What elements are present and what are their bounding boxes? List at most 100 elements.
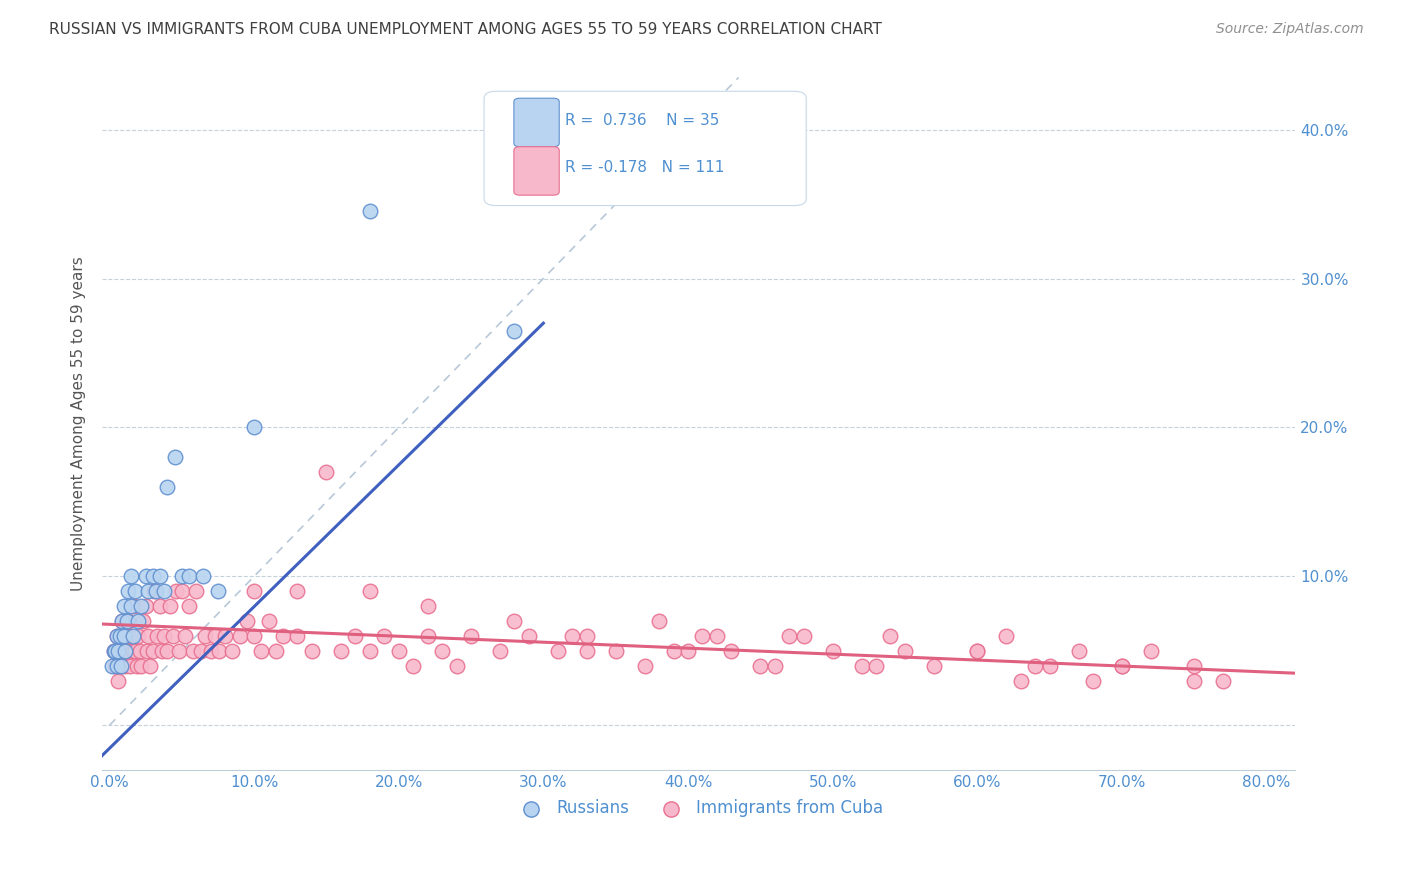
Point <box>124 644 146 658</box>
Point <box>153 584 176 599</box>
Point <box>124 584 146 599</box>
Point <box>138 629 160 643</box>
Point <box>111 614 134 628</box>
Point <box>214 629 236 643</box>
Point <box>851 658 873 673</box>
Point <box>150 644 173 658</box>
Legend: Russians, Immigrants from Cuba: Russians, Immigrants from Cuba <box>508 793 890 824</box>
Point <box>112 599 135 614</box>
Point <box>402 658 425 673</box>
Point <box>125 658 148 673</box>
Point <box>1024 658 1046 673</box>
Point <box>145 584 167 599</box>
Point <box>143 584 166 599</box>
Point <box>1182 673 1205 688</box>
Point <box>315 465 337 479</box>
Point <box>111 614 134 628</box>
Point <box>190 644 212 658</box>
Point <box>359 204 381 219</box>
Point <box>1111 658 1133 673</box>
FancyBboxPatch shape <box>513 98 560 146</box>
Point <box>103 644 125 658</box>
Point <box>146 629 169 643</box>
Point <box>103 644 125 658</box>
Point <box>692 629 714 643</box>
Point <box>966 644 988 658</box>
Point <box>193 569 215 583</box>
Point <box>183 644 205 658</box>
Point <box>117 584 139 599</box>
Point <box>1038 658 1060 673</box>
Point <box>194 629 217 643</box>
Text: R =  0.736    N = 35: R = 0.736 N = 35 <box>565 113 720 128</box>
Point <box>676 644 699 658</box>
Point <box>388 644 411 658</box>
Point <box>1111 658 1133 673</box>
Point <box>778 629 800 643</box>
Point <box>120 629 142 643</box>
Point <box>170 569 193 583</box>
Point <box>132 614 155 628</box>
Point <box>162 629 184 643</box>
Point <box>561 629 583 643</box>
Point <box>173 629 195 643</box>
Point <box>821 644 844 658</box>
Point <box>460 629 482 643</box>
Point <box>243 629 266 643</box>
Point <box>186 584 208 599</box>
Point <box>149 599 172 614</box>
Point <box>112 629 135 643</box>
Point <box>129 658 152 673</box>
Point <box>995 629 1018 643</box>
Point <box>120 599 142 614</box>
Point <box>105 629 128 643</box>
Y-axis label: Unemployment Among Ages 55 to 59 years: Unemployment Among Ages 55 to 59 years <box>72 256 86 591</box>
Point <box>153 629 176 643</box>
Point <box>236 614 259 628</box>
Point <box>142 644 165 658</box>
Point <box>706 629 728 643</box>
Point <box>430 644 453 658</box>
Point <box>1081 673 1104 688</box>
Text: RUSSIAN VS IMMIGRANTS FROM CUBA UNEMPLOYMENT AMONG AGES 55 TO 59 YEARS CORRELATI: RUSSIAN VS IMMIGRANTS FROM CUBA UNEMPLOY… <box>49 22 882 37</box>
Point <box>101 658 124 673</box>
Point <box>207 584 229 599</box>
Point <box>107 673 129 688</box>
Point <box>605 644 627 658</box>
Point <box>966 644 988 658</box>
Point <box>159 599 181 614</box>
Point <box>547 644 569 658</box>
Point <box>221 644 243 658</box>
Point <box>359 644 381 658</box>
Point <box>1140 644 1163 658</box>
Point <box>142 569 165 583</box>
Point <box>287 629 309 643</box>
Point <box>489 644 512 658</box>
Point <box>204 629 226 643</box>
Point <box>128 644 150 658</box>
Point <box>301 644 323 658</box>
Point <box>110 658 132 673</box>
Point <box>264 644 287 658</box>
Point <box>118 658 141 673</box>
Point <box>127 629 149 643</box>
Text: Source: ZipAtlas.com: Source: ZipAtlas.com <box>1216 22 1364 37</box>
Point <box>1212 673 1234 688</box>
Point <box>662 644 685 658</box>
Point <box>208 644 231 658</box>
Point <box>416 629 439 643</box>
Point <box>163 450 186 465</box>
Point <box>108 644 131 658</box>
Point <box>135 569 157 583</box>
Point <box>1067 644 1090 658</box>
Point <box>115 614 138 628</box>
Point <box>865 658 887 673</box>
Point <box>243 584 266 599</box>
Point <box>135 599 157 614</box>
Point <box>793 629 815 643</box>
Point <box>114 644 136 658</box>
Point <box>117 614 139 628</box>
Point <box>879 629 901 643</box>
Point <box>648 614 671 628</box>
Point <box>120 569 142 583</box>
